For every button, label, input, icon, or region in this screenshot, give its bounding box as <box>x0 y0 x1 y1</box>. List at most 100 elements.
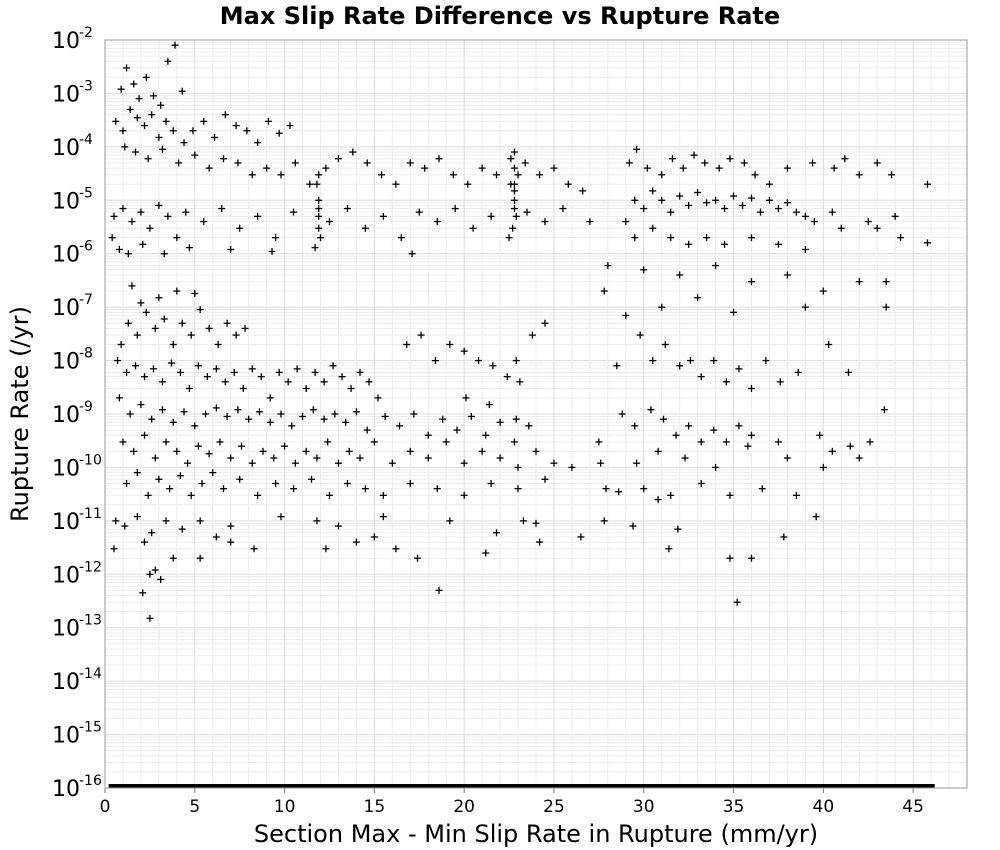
data-point <box>510 148 518 156</box>
data-point <box>313 517 321 525</box>
y-tick-label: 10 <box>52 189 80 214</box>
data-point <box>397 234 405 242</box>
data-point <box>114 357 122 365</box>
data-point <box>126 106 134 114</box>
data-point <box>668 155 676 163</box>
data-point <box>460 459 468 467</box>
data-point <box>248 171 256 179</box>
data-point <box>467 412 475 420</box>
data-point <box>442 438 450 446</box>
data-point <box>281 442 289 450</box>
y-tick-exponent: -16 <box>79 773 102 789</box>
data-point <box>586 218 594 226</box>
data-point <box>507 155 515 163</box>
data-point <box>144 155 152 163</box>
data-point <box>315 205 323 213</box>
y-tick-label: 10 <box>52 456 80 481</box>
data-point <box>370 533 378 541</box>
x-tick-label: 10 <box>274 797 296 817</box>
data-point <box>379 513 387 521</box>
data-point <box>311 244 319 252</box>
y-tick-label: 10 <box>52 82 80 107</box>
data-point <box>176 472 184 480</box>
data-point <box>220 485 228 493</box>
data-point <box>313 180 321 188</box>
data-point <box>363 159 371 167</box>
data-point <box>392 545 400 553</box>
data-point <box>783 164 791 172</box>
data-point <box>600 287 608 295</box>
x-tick-label: 15 <box>364 797 386 817</box>
data-point <box>487 480 495 488</box>
data-point <box>212 404 220 412</box>
data-point <box>194 442 202 450</box>
data-point <box>812 513 820 521</box>
data-point <box>541 319 549 327</box>
data-point <box>200 218 208 226</box>
y-axis-label: Rupture Rate (/yr) <box>6 306 34 522</box>
data-point <box>828 208 836 216</box>
data-point <box>564 180 572 188</box>
data-point <box>149 92 157 100</box>
data-point <box>317 234 324 242</box>
data-point <box>783 199 791 207</box>
data-point <box>146 224 154 232</box>
data-point <box>631 422 639 430</box>
data-point <box>151 566 159 574</box>
data-point <box>523 208 531 216</box>
data-point <box>169 127 177 135</box>
data-point <box>142 73 150 81</box>
data-point <box>250 545 258 553</box>
data-point <box>406 159 414 167</box>
data-point <box>237 442 245 450</box>
y-tick-exponent: -4 <box>79 132 93 148</box>
data-point <box>633 145 641 153</box>
data-point <box>132 362 140 370</box>
data-point <box>345 447 353 455</box>
data-point <box>352 538 360 546</box>
data-point <box>819 463 827 471</box>
data-point <box>631 234 639 242</box>
data-point <box>649 187 657 195</box>
data-point <box>431 357 439 365</box>
y-tick-exponent: -15 <box>79 720 102 736</box>
data-point <box>516 378 524 386</box>
data-point <box>873 224 881 232</box>
data-point <box>510 205 518 213</box>
data-point <box>658 303 666 311</box>
data-point <box>275 368 283 376</box>
data-point <box>521 159 529 167</box>
data-point <box>155 201 163 209</box>
data-point <box>343 480 351 488</box>
data-point <box>212 533 220 541</box>
data-point <box>266 418 274 426</box>
data-point <box>198 480 206 488</box>
data-point <box>676 192 684 200</box>
data-point <box>205 324 213 332</box>
data-point <box>625 159 633 167</box>
data-point <box>435 155 443 163</box>
data-point <box>536 171 544 179</box>
data-point <box>214 340 222 348</box>
data-point <box>288 422 296 430</box>
data-point <box>119 205 127 213</box>
data-point <box>923 239 931 247</box>
data-point <box>149 365 157 373</box>
data-point <box>536 538 544 546</box>
data-point <box>485 401 493 409</box>
data-point <box>117 85 125 93</box>
y-tick-label: 10 <box>52 350 80 375</box>
data-point <box>157 101 165 109</box>
data-point <box>108 234 116 242</box>
x-tick-label: 20 <box>453 797 475 817</box>
data-point <box>194 362 202 370</box>
data-point <box>464 180 472 188</box>
data-point <box>173 234 181 242</box>
data-point <box>618 410 626 418</box>
data-point <box>685 240 693 248</box>
data-point <box>604 262 612 270</box>
data-point <box>110 212 118 220</box>
plot-frame <box>104 39 968 789</box>
data-point <box>654 496 662 504</box>
data-point <box>722 438 730 446</box>
